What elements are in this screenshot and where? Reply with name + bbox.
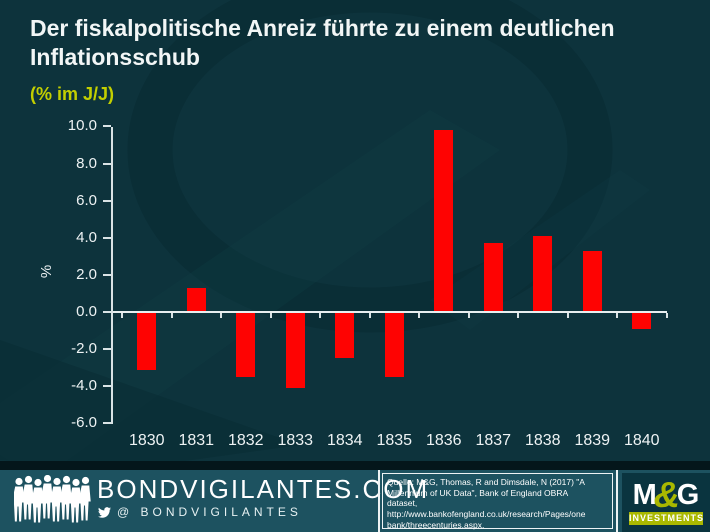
bar-1831 [186, 287, 206, 312]
source-line: dataset, [387, 498, 418, 509]
y-axis-tick [103, 311, 111, 313]
x-axis-tick [616, 313, 618, 318]
y-axis-tick [103, 348, 111, 351]
x-tick-label: 1830 [128, 432, 165, 449]
source-line: Millennium of UK Data", Bank of England … [387, 487, 569, 498]
source-line: Quelle: M&G, Thomas, R and Dimsdale, N (… [387, 477, 585, 487]
twitter-handle-text: @ BONDVIGILANTES [117, 505, 302, 520]
brand-block: BONDVIGILANTES.COM @ BONDVIGILANTES [97, 474, 430, 520]
y-axis-tick [103, 273, 111, 276]
x-axis-tick [665, 313, 668, 318]
bar-1839 [582, 250, 602, 312]
x-tick-label: 1835 [376, 432, 413, 449]
x-tick-label: 1836 [425, 432, 462, 449]
x-axis-tick [517, 313, 519, 318]
y-axis-line [111, 127, 113, 424]
y-axis-tick [103, 422, 111, 425]
x-axis-tick [170, 313, 173, 318]
y-tick-label: -2.0 [71, 340, 97, 358]
source-citation-box: Quelle: M&G, Thomas, R and Dimsdale, N (… [382, 473, 613, 530]
bar-1834 [335, 312, 355, 359]
y-tick-label: 10.0 [67, 117, 97, 135]
x-tick-label: 1831 [178, 432, 215, 449]
mg-investments-logo: M&G INVESTMENTS [622, 473, 710, 532]
logo-letter-m: M [632, 479, 657, 511]
x-tick-label: 1833 [277, 432, 314, 449]
y-axis-tick [103, 385, 111, 388]
crowd-silhouette-icon [14, 475, 91, 523]
bar-1830 [137, 312, 157, 370]
x-axis-tick [467, 313, 470, 318]
y-tick-label: -6.0 [71, 414, 97, 432]
x-axis-tick [220, 313, 222, 318]
x-axis-tick [121, 313, 123, 318]
y-tick-label: 8.0 [76, 154, 97, 172]
y-tick-label: 6.0 [76, 191, 97, 209]
x-axis-tick [269, 313, 272, 318]
bar-1838 [533, 235, 553, 312]
x-tick-label: 1839 [574, 432, 611, 449]
bar-1837 [483, 243, 503, 312]
source-line: http://www.bankofengland.co.uk/research/… [387, 508, 586, 519]
source-line: bank/threecenturies.aspx. [387, 519, 485, 530]
y-tick-label: 2.0 [76, 265, 97, 283]
y-axis-tick [103, 199, 111, 202]
bar-1835 [384, 312, 404, 377]
mg-logo-letters: M&G [622, 477, 710, 513]
logo-ampersand: & [653, 474, 680, 515]
x-axis-zero-line [113, 311, 667, 313]
x-tick-label: 1832 [227, 432, 264, 449]
footer-divider-line [378, 470, 380, 532]
x-axis-tick [566, 313, 569, 318]
y-axis-tick [103, 236, 111, 239]
y-tick-label: 0.0 [76, 303, 97, 320]
x-tick-label: 1838 [524, 432, 561, 449]
bar-1836 [434, 130, 454, 312]
x-tick-label: 1834 [326, 432, 363, 449]
logo-investments-bar: INVESTMENTS [629, 512, 705, 525]
bar-1832 [236, 312, 256, 377]
footer-divider-line [616, 470, 618, 532]
bar-1833 [285, 312, 305, 389]
page-title: Der fiskalpolitische Anreiz führte zu ei… [30, 15, 615, 71]
brand-site-text: BONDVIGILANTES.COM [97, 474, 430, 504]
twitter-icon [98, 507, 111, 518]
x-axis-tick [418, 313, 420, 318]
logo-letter-g: G [676, 479, 700, 511]
y-axis-tick [103, 162, 111, 165]
y-axis-tick [103, 125, 111, 128]
x-axis-tick [319, 313, 321, 318]
bar-1840 [632, 312, 652, 329]
y-tick-label: -4.0 [71, 377, 97, 395]
x-tick-label: 1837 [475, 432, 512, 449]
chart-subtitle-units: (% im J/J) [30, 84, 115, 104]
footer-bar: BONDVIGILANTES.COM @ BONDVIGILANTES Quel… [0, 470, 710, 532]
footer-divider-strip [0, 461, 710, 470]
y-tick-label: 4.0 [76, 228, 97, 246]
x-tick-label: 1840 [623, 432, 660, 449]
x-axis-tick [368, 313, 371, 318]
